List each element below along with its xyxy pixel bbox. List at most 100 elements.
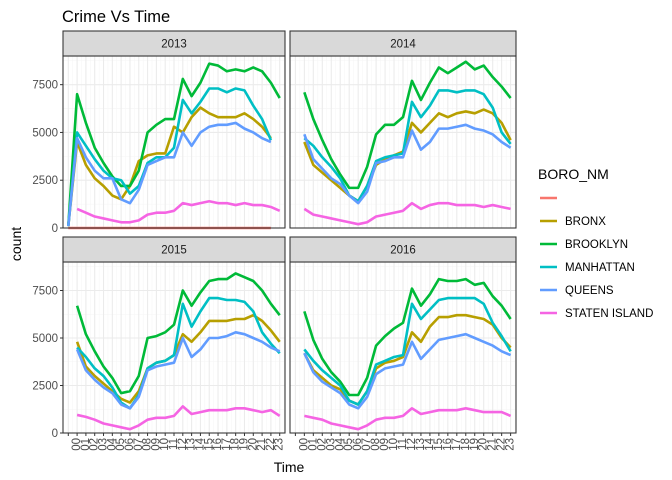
x-tick-label: 23 — [505, 438, 517, 451]
x-tick-label: 00 — [71, 438, 83, 451]
series-line-manhattan — [303, 89, 512, 203]
y-tick-label: 7500 — [32, 286, 58, 298]
x-tick-label: 06 — [352, 438, 364, 451]
x-tick-label: 08 — [370, 438, 382, 451]
series-line-manhattan — [66, 87, 273, 227]
series-line-brooklyn — [303, 277, 512, 397]
series-line-manhattan — [76, 296, 281, 410]
x-tick-label: 13 — [415, 438, 427, 451]
x-tick-label: 22 — [265, 438, 277, 451]
x-tick-label: 23 — [274, 438, 286, 451]
x-tick-label: 08 — [142, 438, 154, 451]
legend-label: BRONX — [565, 216, 606, 228]
strip-label: 2013 — [161, 39, 187, 51]
x-tick-label: 03 — [98, 438, 110, 451]
legend-item: MANHATTAN — [540, 262, 635, 274]
x-tick-label: 09 — [150, 438, 162, 451]
x-tick-label: 02 — [89, 438, 101, 451]
x-tick-label: 19 — [469, 438, 481, 451]
series-line-bronx — [75, 313, 281, 404]
x-tick-label: 14 — [424, 437, 436, 450]
y-axis-title: count — [8, 227, 24, 261]
x-tick-label: 10 — [388, 438, 400, 451]
y-tick-label: 2500 — [32, 175, 58, 187]
x-tick-label: 11 — [168, 438, 180, 450]
series-line-brooklyn — [66, 62, 281, 227]
x-tick-label: 00 — [298, 438, 310, 451]
x-tick-label: 04 — [334, 437, 346, 450]
series-line-bronx — [303, 313, 512, 406]
x-tick-label: 17 — [451, 438, 463, 451]
series-line-brooklyn — [75, 272, 281, 395]
x-tick-label: 20 — [478, 438, 490, 451]
strip-background — [62, 236, 286, 263]
strip-background — [289, 236, 517, 263]
y-tick-label: 0 — [52, 223, 58, 235]
series-line-queens — [75, 330, 281, 410]
strip-label: 2015 — [161, 245, 187, 257]
series-line-bronx — [66, 106, 272, 227]
series-line-staten-island — [76, 405, 281, 431]
strip-label: 2014 — [390, 39, 416, 51]
series-line-staten-island — [76, 199, 281, 224]
x-tick-label: 06 — [124, 438, 136, 451]
x-tick-label: 10 — [159, 438, 171, 451]
panel-2013: 2013 0 2500 5000 7500 — [32, 30, 286, 235]
legend: BORO_NM BRONX BROOKLYN MANHATTAN QUEENS STAT… — [538, 166, 653, 320]
x-tick-label: 04 — [106, 437, 118, 450]
chart-title: Crime Vs Time — [62, 8, 170, 26]
legend-item: QUEENS — [540, 285, 614, 297]
series-line-queens — [303, 123, 512, 205]
x-tick-label: 21 — [256, 438, 268, 451]
x-tick-label: 02 — [316, 438, 328, 451]
x-tick-label: 07 — [133, 438, 145, 451]
x-tick-label: 18 — [460, 438, 472, 451]
strip-background — [289, 30, 517, 57]
series-line-staten-island — [303, 201, 511, 226]
series-line-brooklyn — [303, 60, 512, 190]
y-tick-label: 5000 — [32, 127, 58, 139]
legend-label: STATEN ISLAND — [565, 308, 653, 320]
x-tick-label: 12 — [406, 438, 418, 451]
y-tick-label: 7500 — [32, 80, 58, 92]
x-tick-label: 20 — [247, 438, 259, 451]
series-line-queens — [303, 332, 512, 410]
x-tick-label: 16 — [442, 438, 454, 451]
x-tick-label: 16 — [212, 438, 224, 451]
x-axis-title: Time — [274, 459, 305, 475]
legend-item: BRONX — [540, 216, 606, 228]
series-line-bronx — [303, 108, 512, 203]
x-tick-label: 12 — [177, 438, 189, 451]
x-tick-label: 15 — [203, 438, 215, 451]
x-tick-label: 21 — [487, 438, 499, 451]
x-tick-label: 09 — [379, 438, 391, 451]
strip-background — [62, 30, 286, 57]
x-tick-label: 01 — [80, 438, 92, 451]
x-tick-label: 17 — [221, 438, 233, 451]
strip-label: 2016 — [390, 245, 416, 257]
panel-2014: 2014 — [289, 30, 517, 229]
legend-label: BROOKLYN — [565, 239, 628, 251]
x-tick-label: 11 — [397, 438, 409, 450]
panels-layer: 2013025005000750020142015025005000750000… — [32, 30, 517, 451]
legend-title: BORO_NM — [538, 166, 609, 182]
x-tick-label: 18 — [230, 438, 242, 451]
y-tick-label: 2500 — [32, 381, 58, 393]
x-tick-label: 14 — [194, 437, 206, 450]
legend-item: STATEN ISLAND — [540, 308, 653, 320]
series-line-staten-island — [304, 406, 512, 431]
x-tick-label: 07 — [361, 438, 373, 451]
x-tick-label: 13 — [186, 438, 198, 451]
panel-2016: 2016 000102030405060708091011121314151617… — [289, 236, 517, 451]
x-tick-label: 05 — [115, 438, 127, 451]
series-line-queens — [66, 121, 272, 227]
x-tick-label: 19 — [239, 438, 251, 451]
x-tick-label: 05 — [343, 438, 355, 451]
legend-label: MANHATTAN — [565, 262, 635, 274]
x-tick-label: 01 — [307, 438, 319, 451]
series-line-manhattan — [303, 296, 512, 406]
y-tick-label: 5000 — [32, 333, 58, 345]
x-tick-label: 22 — [496, 438, 508, 451]
y-tick-label: 0 — [52, 428, 58, 440]
